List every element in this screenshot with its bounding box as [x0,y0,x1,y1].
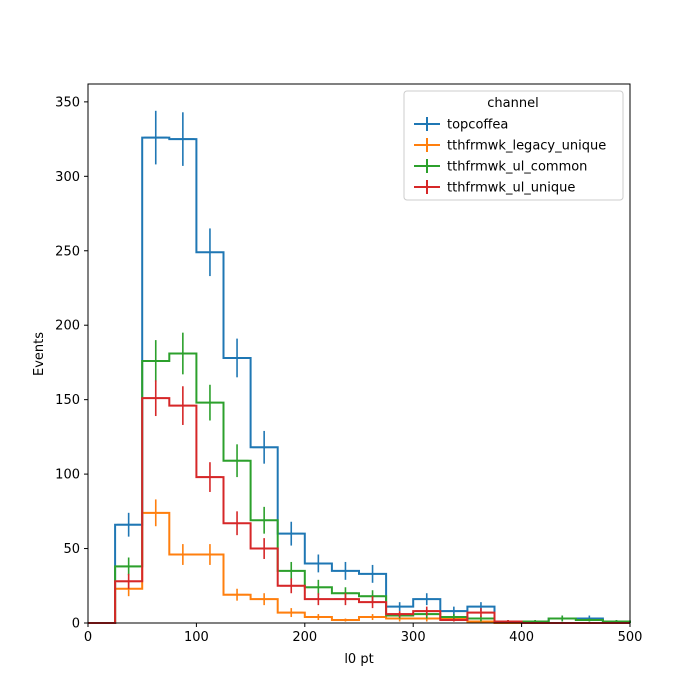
y-tick-label: 250 [55,244,80,259]
legend-entry-topcoffea: topcoffea [414,117,508,133]
y-tick-label: 150 [55,393,80,408]
legend-title: channel [487,96,538,111]
x-tick-label: 200 [292,630,317,645]
legend-entry-tthfrmwk-legacy-unique: tthfrmwk_legacy_unique [414,138,606,154]
series-tthfrmwk-ul-unique [88,380,630,624]
legend-label: tthfrmwk_ul_unique [447,181,575,196]
legend-entry-tthfrmwk-ul-unique: tthfrmwk_ul_unique [414,180,575,196]
legend-box [403,90,624,201]
x-tick-label: 100 [184,630,209,645]
legend-label: tthfrmwk_ul_common [447,160,587,175]
y-axis-label: Events [32,332,47,376]
y-axis: 0 50 100 150 200 250 300 350 [55,95,88,632]
legend-label: topcoffea [447,118,508,133]
legend: channel topcoffeatthfrmwk_legacy_uniquet… [403,90,624,201]
y-tick-label: 0 [72,617,80,632]
legend-entry-tthfrmwk-ul-common: tthfrmwk_ul_common [414,159,587,175]
x-tick-label: 500 [618,630,643,645]
axes-frame [87,83,631,624]
legend-label: tthfrmwk_legacy_unique [447,139,606,154]
x-tick-label: 0 [84,630,92,645]
x-axis-label: l0 pt [344,652,373,667]
y-tick-label: 50 [63,542,80,557]
y-tick-label: 300 [55,170,80,185]
y-tick-label: 200 [55,319,80,334]
legend-entries: topcoffea tthfrmwk_legacy_unique tthfrmwk_… [414,117,606,196]
y-tick-label: 100 [55,468,80,483]
y-tick-label: 350 [55,95,80,110]
x-tick-label: 300 [401,630,426,645]
plot-area [88,110,631,624]
x-tick-label: 400 [509,630,534,645]
x-axis: 0 100 200 300 400 500 [84,623,643,645]
